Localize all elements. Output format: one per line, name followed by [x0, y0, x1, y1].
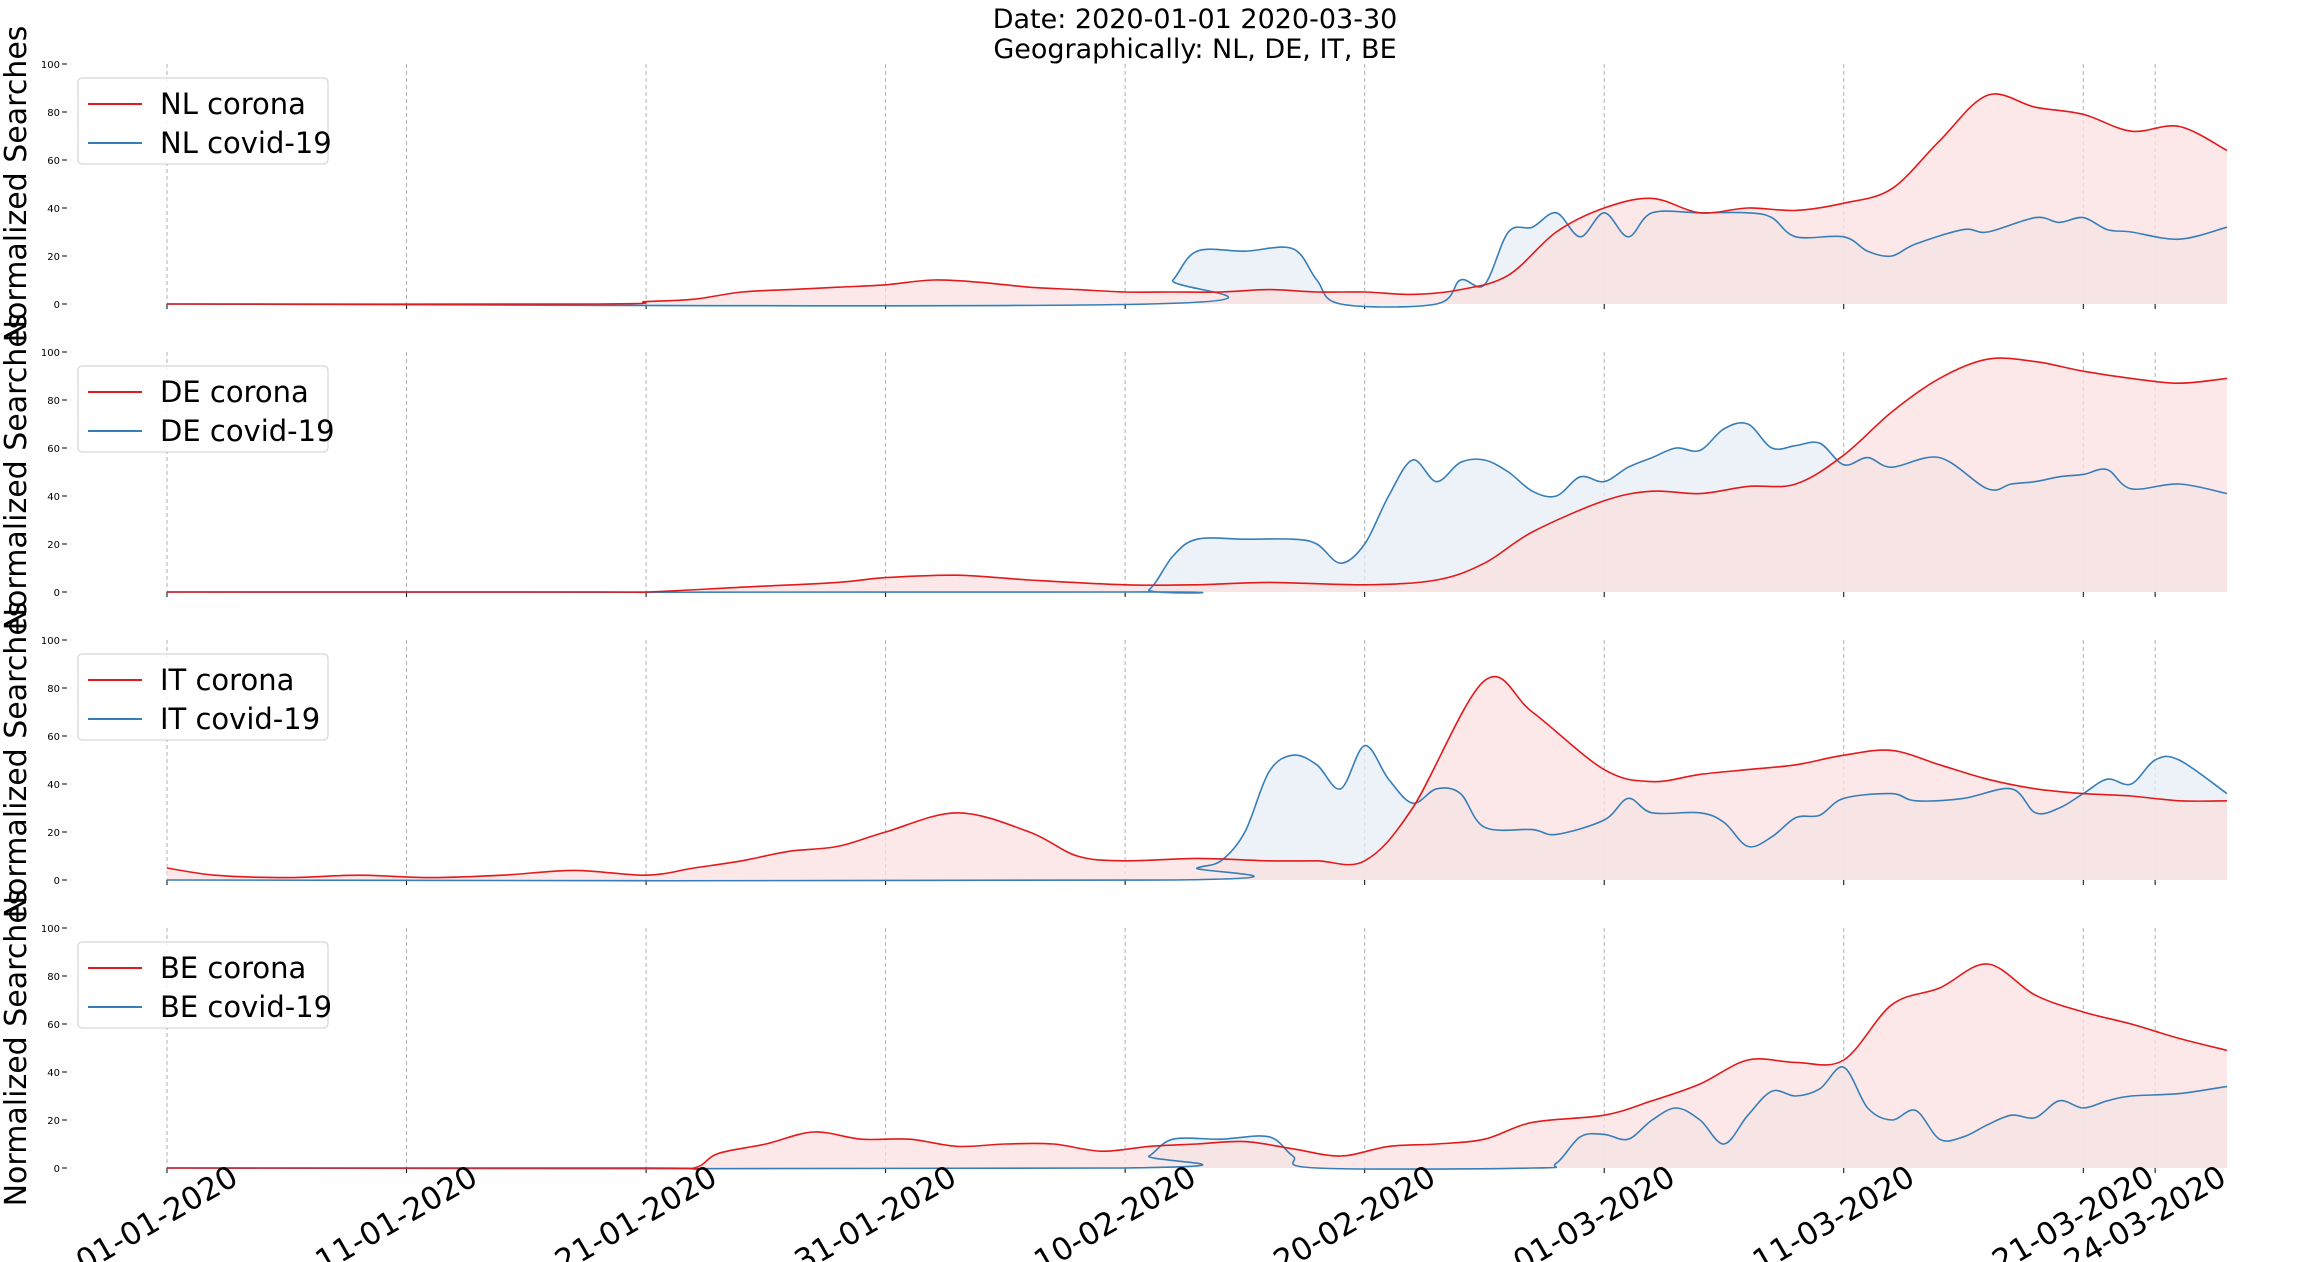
- line-covid: [166, 421, 2228, 594]
- panel-be: 0 20 40 60 80 100 Normalized Searches BE corona…: [0, 890, 2228, 1207]
- legend-label-covid: IT covid-19: [160, 702, 320, 736]
- line-covid: [166, 1066, 2228, 1170]
- x-tick-label: 10-02-2020: [1028, 1159, 1202, 1262]
- y-axis-label: Normalized Searches: [0, 26, 34, 343]
- y-tick-label: 0: [54, 1164, 60, 1175]
- y-tick-label: 80: [47, 684, 60, 695]
- area-corona: [167, 358, 2227, 593]
- y-axis-label: Normalized Searches: [0, 602, 34, 919]
- y-tick-label: 80: [47, 396, 60, 407]
- y-tick-label: 100: [41, 60, 60, 71]
- x-tick-labels: 01-01-2020 11-01-2020 21-01-2020 31-01-2020…: [70, 1159, 2232, 1262]
- y-tick-label: 100: [41, 636, 60, 647]
- y-axis-label: Normalized Searches: [0, 890, 34, 1207]
- area-corona: [167, 676, 2227, 880]
- legend-label-corona: DE corona: [160, 375, 309, 409]
- x-tick-label: 01-01-2020: [70, 1159, 244, 1262]
- x-tick-label: 11-03-2020: [1747, 1159, 1921, 1262]
- line-corona: [166, 93, 2228, 305]
- y-tick-label: 100: [41, 924, 60, 935]
- x-tick-label: 01-03-2020: [1507, 1159, 1681, 1262]
- y-tick-label: 100: [41, 348, 60, 359]
- area-corona: [167, 963, 2227, 1170]
- panel-nl: 0 20 40 60 80 100 Normalized Searches NL corona…: [0, 26, 2228, 343]
- line-corona: [167, 357, 2228, 594]
- y-tick-label: 0: [54, 300, 60, 311]
- y-tick-label: 80: [47, 108, 60, 119]
- x-tick-label: 31-01-2020: [789, 1159, 963, 1262]
- y-tick-label: 60: [47, 732, 60, 743]
- legend-label-corona: BE corona: [160, 951, 306, 985]
- y-tick-label: 0: [54, 588, 60, 599]
- legend-label-covid: BE covid-19: [160, 990, 332, 1024]
- y-tick-label: 20: [47, 252, 60, 263]
- y-tick-label: 40: [47, 204, 60, 215]
- y-axis-label: Normalized Searches: [0, 314, 34, 631]
- legend-label-corona: IT corona: [160, 663, 294, 697]
- line-corona: [166, 675, 2228, 879]
- y-tick-label: 40: [47, 1068, 60, 1079]
- y-tick-label: 80: [47, 972, 60, 983]
- x-tick-label: 11-01-2020: [310, 1159, 484, 1262]
- area-corona: [167, 93, 2227, 305]
- y-tick-label: 60: [47, 1020, 60, 1031]
- x-tick-label: 21-01-2020: [549, 1159, 723, 1262]
- x-tick-label: 20-02-2020: [1268, 1159, 1442, 1262]
- line-covid: [166, 744, 2228, 882]
- y-tick-label: 0: [54, 876, 60, 887]
- y-tick-label: 20: [47, 540, 60, 551]
- legend-label-covid: NL covid-19: [160, 126, 332, 160]
- legend-label-corona: NL corona: [160, 87, 306, 121]
- chart-panels: 0 20 40 60 80 100 Normalized Searches NL corona…: [0, 26, 2228, 1207]
- y-tick-label: 60: [47, 444, 60, 455]
- y-tick-label: 20: [47, 828, 60, 839]
- line-corona: [167, 963, 2228, 1170]
- chart-title-line2: Geographically: NL, DE, IT, BE: [993, 34, 1396, 65]
- panel-it: 0 20 40 60 80 100 Normalized Searches IT corona…: [0, 602, 2228, 919]
- y-tick-label: 40: [47, 492, 60, 503]
- panel-de: 0 20 40 60 80 100 Normalized Searches DE corona…: [0, 314, 2228, 631]
- y-tick-label: 20: [47, 1116, 60, 1127]
- y-tick-label: 60: [47, 156, 60, 167]
- line-covid: [166, 210, 2228, 308]
- y-tick-label: 40: [47, 780, 60, 791]
- chart-title-line1: Date: 2020-01-01 2020-03-30: [993, 4, 1398, 35]
- legend-label-covid: DE covid-19: [160, 414, 335, 448]
